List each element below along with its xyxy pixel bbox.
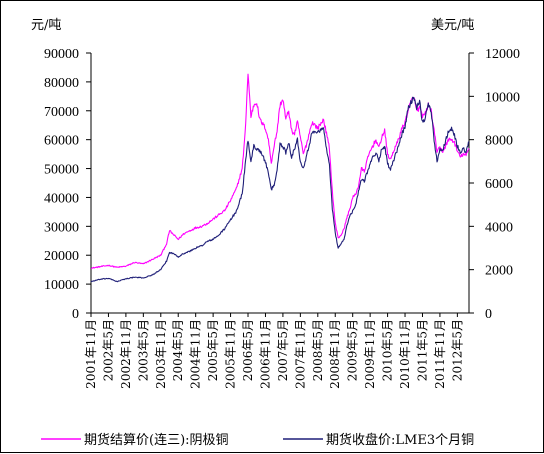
right-tick-label: 10000: [485, 90, 520, 105]
x-tick-label: 2004年11月: [189, 319, 203, 389]
x-tick-label: 2004年5月: [171, 319, 185, 381]
x-tick-label: 2005年5月: [206, 319, 220, 381]
x-tick-label: 2011年5月: [415, 319, 429, 381]
legend: 期货结算价(连三):阴极铜 期货收盘价:LME3个月铜: [41, 432, 474, 448]
x-tick-label: 2009年11月: [363, 319, 377, 389]
series-line-1: [90, 73, 470, 270]
x-tick-label: 2008年5月: [311, 319, 325, 381]
x-tick-label: 2008年11月: [328, 319, 342, 389]
x-tick-label: 2006年11月: [258, 319, 272, 389]
left-axis-unit: 元/吨: [31, 18, 61, 33]
right-tick-label: 4000: [485, 220, 513, 235]
left-tick-label: 10000: [44, 278, 79, 293]
x-tick-label: 2003年5月: [136, 319, 150, 381]
right-axis-unit: 美元/吨: [431, 18, 474, 33]
left-tick-label: 50000: [44, 163, 79, 178]
series-lines: [90, 73, 470, 283]
left-tick-label: 80000: [44, 76, 79, 91]
left-tick-label: 0: [72, 307, 79, 322]
left-tick-label: 20000: [44, 249, 79, 264]
x-tick-label: 2011年11月: [433, 319, 447, 389]
right-tick-label: 8000: [485, 134, 513, 149]
right-tick-label: 0: [485, 307, 492, 322]
x-tick-label: 2001年11月: [84, 319, 98, 389]
legend-label: 期货收盘价:LME3个月铜: [326, 432, 474, 448]
x-tick-label: 2003年11月: [154, 319, 168, 389]
x-tick-label: 2007年5月: [276, 319, 290, 381]
left-tick-label: 70000: [44, 105, 79, 120]
left-tick-label: 60000: [44, 134, 79, 149]
axes: 0100002000030000400005000060000700008000…: [44, 47, 520, 389]
x-tick-label: 2002年5月: [101, 319, 115, 381]
left-tick-label: 90000: [44, 47, 79, 62]
x-tick-label: 2009年5月: [346, 319, 360, 381]
right-tick-label: 6000: [485, 177, 513, 192]
series-line-2: [90, 96, 470, 283]
x-tick-label: 2010年11月: [398, 319, 412, 389]
x-tick-label: 2005年11月: [224, 319, 238, 389]
legend-label: 期货结算价(连三):阴极铜: [84, 432, 229, 448]
left-tick-label: 30000: [44, 220, 79, 235]
right-tick-label: 12000: [485, 47, 520, 62]
left-tick-label: 40000: [44, 191, 79, 206]
x-tick-label: 2007年11月: [293, 319, 307, 389]
x-tick-label: 2002年11月: [119, 319, 133, 389]
x-tick-label: 2010年5月: [381, 319, 395, 381]
x-tick-label: 2012年5月: [450, 319, 464, 381]
right-tick-label: 2000: [485, 264, 513, 279]
x-tick-label: 2006年5月: [241, 319, 255, 381]
